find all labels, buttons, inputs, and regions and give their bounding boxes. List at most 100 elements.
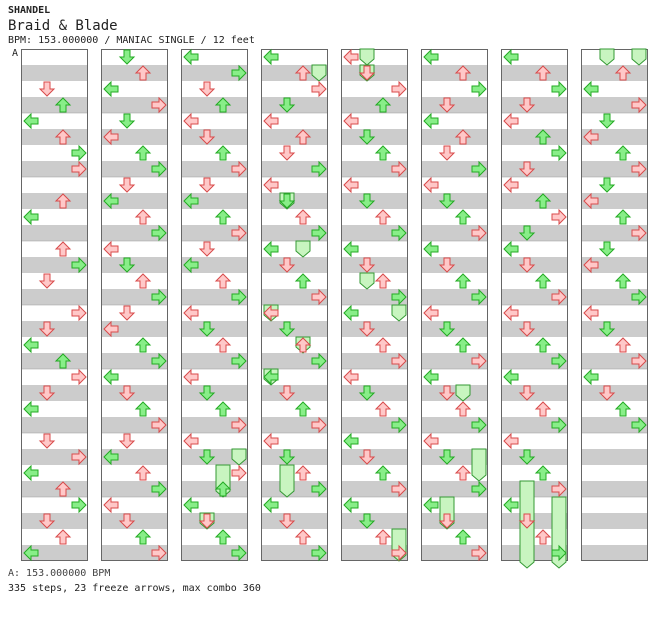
step-arrow-down	[438, 513, 456, 529]
step-arrow-up	[214, 97, 232, 113]
step-arrow-up	[134, 209, 152, 225]
step-arrow-down	[278, 321, 296, 337]
step-arrow-down	[518, 385, 536, 401]
beat-stripe	[421, 481, 488, 497]
step-arrow-up	[294, 65, 312, 81]
step-arrow-right	[471, 352, 487, 370]
step-arrow-left	[103, 192, 119, 210]
step-arrow-right	[551, 288, 567, 306]
step-arrow-down	[358, 385, 376, 401]
step-arrow-down	[598, 385, 616, 401]
song-title: Braid & Blade	[8, 18, 118, 34]
beat-stripe	[101, 289, 168, 305]
step-stats: 335 steps, 23 freeze arrows, max combo 3…	[8, 583, 261, 594]
freeze-arrow	[311, 64, 327, 82]
step-arrow-right	[311, 416, 327, 434]
step-arrow-right	[71, 256, 87, 274]
step-arrow-left	[423, 432, 439, 450]
step-arrow-down	[438, 193, 456, 209]
step-arrow-left	[103, 128, 119, 146]
beat-stripe	[341, 161, 408, 177]
step-arrow-left	[183, 112, 199, 130]
step-arrow-down	[198, 513, 216, 529]
step-arrow-down	[358, 321, 376, 337]
step-arrow-up	[134, 273, 152, 289]
beat-stripe	[101, 417, 168, 433]
step-arrow-up	[134, 65, 152, 81]
step-arrow-left	[583, 80, 599, 98]
beat-stripe	[341, 289, 408, 305]
step-arrow-right	[471, 544, 487, 562]
beat-stripe	[581, 225, 648, 241]
beat-stripe	[421, 353, 488, 369]
step-arrow-left	[583, 192, 599, 210]
step-arrow-right	[391, 416, 407, 434]
step-arrow-left	[103, 240, 119, 258]
step-arrow-down	[358, 129, 376, 145]
step-arrow-up	[374, 273, 392, 289]
step-arrow-right	[391, 288, 407, 306]
step-arrow-down	[38, 433, 56, 449]
beat-stripe	[501, 289, 568, 305]
step-arrow-left	[23, 544, 39, 562]
step-arrow-right	[151, 224, 167, 242]
step-arrow-left	[343, 48, 359, 66]
beat-stripe	[341, 225, 408, 241]
step-arrow-up	[374, 209, 392, 225]
beat-stripe	[261, 353, 328, 369]
step-arrow-up	[294, 273, 312, 289]
step-arrow-left	[503, 432, 519, 450]
step-arrow-down	[438, 321, 456, 337]
step-arrow-right	[71, 304, 87, 322]
beat-stripe	[581, 161, 648, 177]
step-arrow-left	[343, 112, 359, 130]
step-arrow-down	[358, 193, 376, 209]
step-arrow-right	[631, 416, 647, 434]
step-arrow-up	[54, 129, 72, 145]
step-arrow-right	[231, 352, 247, 370]
step-arrow-right	[71, 368, 87, 386]
beat-stripe	[341, 417, 408, 433]
step-arrow-left	[103, 496, 119, 514]
step-arrow-down	[598, 321, 616, 337]
step-arrow-right	[391, 80, 407, 98]
step-arrow-up	[374, 97, 392, 113]
step-arrow-down	[598, 177, 616, 193]
step-arrow-down	[198, 385, 216, 401]
beat-stripe	[501, 353, 568, 369]
step-arrow-right	[231, 288, 247, 306]
step-arrow-right	[311, 544, 327, 562]
beat-stripe	[261, 65, 328, 81]
freeze-arrow	[599, 48, 615, 66]
step-arrow-left	[263, 304, 279, 322]
beat-stripe	[101, 225, 168, 241]
step-arrow-left	[263, 240, 279, 258]
step-arrow-down	[198, 177, 216, 193]
step-arrow-right	[631, 160, 647, 178]
beat-stripe	[181, 417, 248, 433]
step-arrow-left	[103, 80, 119, 98]
step-arrow-up	[454, 129, 472, 145]
beat-stripe	[581, 257, 648, 273]
step-arrow-left	[423, 112, 439, 130]
beat-stripe	[21, 545, 88, 561]
step-arrow-right	[151, 288, 167, 306]
step-arrow-left	[103, 368, 119, 386]
step-arrow-left	[263, 48, 279, 66]
beat-stripe	[581, 65, 648, 81]
beat-stripe	[181, 545, 248, 561]
freeze-arrow	[631, 48, 647, 66]
step-arrow-right	[471, 224, 487, 242]
beat-stripe	[21, 129, 88, 145]
step-arrow-right	[471, 480, 487, 498]
beat-stripe	[501, 417, 568, 433]
beat-stripe	[21, 97, 88, 113]
step-arrow-up	[454, 209, 472, 225]
chart-meta: BPM: 153.000000 / MANIAC SINGLE / 12 fee…	[8, 35, 255, 46]
step-arrow-right	[551, 208, 567, 226]
bpm-info: A: 153.000000 BPM	[8, 568, 111, 579]
step-arrow-up	[534, 529, 552, 545]
beat-stripe	[581, 193, 648, 209]
step-arrow-down	[358, 513, 376, 529]
step-arrow-up	[214, 481, 232, 497]
